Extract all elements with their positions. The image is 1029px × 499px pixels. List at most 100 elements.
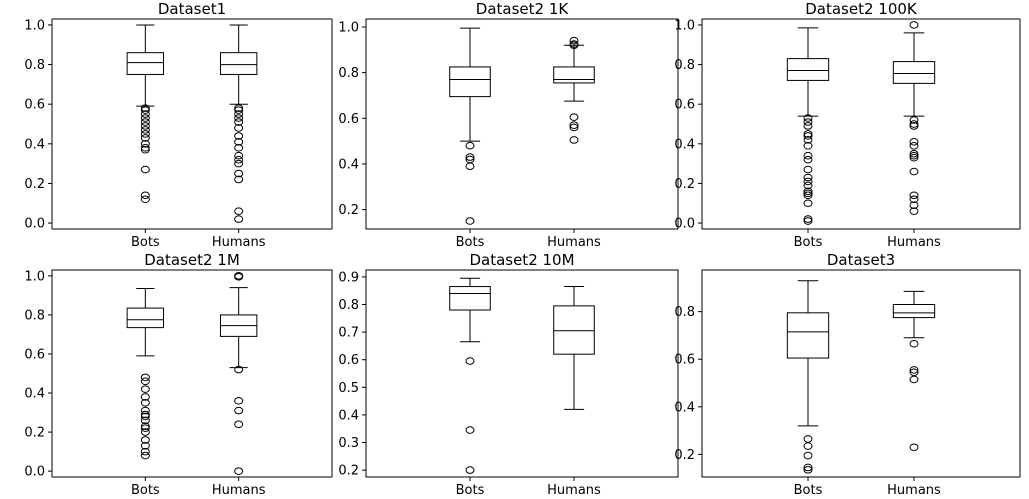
box-iqr bbox=[449, 66, 491, 98]
outlier-point bbox=[803, 114, 813, 122]
outlier-point bbox=[803, 463, 813, 472]
y-tick-label: 0.6 bbox=[338, 112, 359, 127]
box-humans bbox=[219, 24, 258, 223]
outlier-point bbox=[234, 104, 244, 112]
outlier-point bbox=[140, 118, 150, 126]
box-bots bbox=[126, 288, 165, 460]
x-tick-label: Humans bbox=[547, 483, 601, 498]
chart-panel-5: Dataset2 10M 0.2 0.3 0.4 0.5 0.6 0.7 0.8 0.9 Bots… bbox=[338, 251, 679, 498]
outlier-point bbox=[234, 420, 244, 429]
outlier-point bbox=[465, 357, 475, 365]
outlier-point bbox=[234, 118, 244, 126]
x-tick-label: Bots bbox=[456, 483, 485, 498]
chart-title: Dataset3 bbox=[827, 251, 895, 269]
box-humans bbox=[892, 21, 936, 215]
outlier-point bbox=[234, 138, 244, 146]
y-tick-label: 0.4 bbox=[674, 400, 695, 415]
x-tick-label: Bots bbox=[456, 235, 485, 250]
outlier-point bbox=[140, 412, 150, 421]
outlier-point bbox=[909, 141, 919, 150]
outlier-point bbox=[234, 151, 244, 160]
x-tick-label: Humans bbox=[547, 235, 601, 250]
outlier-point bbox=[140, 140, 150, 148]
chart-title: Dataset1 bbox=[158, 0, 226, 18]
chart-panel-4: Dataset2 1M 0.0 0.2 0.4 0.6 0.8 1.0 Bots Humans bbox=[24, 251, 333, 498]
x-tick-label: Bots bbox=[794, 235, 823, 250]
outlier-point bbox=[140, 191, 150, 200]
y-tick-label: 0.6 bbox=[338, 353, 359, 368]
outlier-point bbox=[140, 451, 150, 460]
outlier-point bbox=[234, 132, 244, 140]
y-tick-label: 0.2 bbox=[24, 426, 45, 441]
outlier-point bbox=[234, 215, 244, 223]
box-humans bbox=[892, 290, 936, 452]
y-tick-label: 0.8 bbox=[338, 66, 359, 81]
y-tick-label: 0.2 bbox=[674, 448, 695, 463]
box-iqr bbox=[892, 304, 936, 319]
outlier-point bbox=[140, 110, 150, 118]
outlier-point bbox=[803, 136, 813, 144]
outlier-point bbox=[803, 189, 813, 198]
y-tick-label: 0.6 bbox=[24, 98, 45, 113]
chart-panel-1: Dataset1 0.0 0.2 0.4 0.6 0.8 1.0 Bots Humans bbox=[24, 0, 333, 250]
y-tick-label: 0.2 bbox=[338, 464, 359, 479]
outlier-point bbox=[569, 36, 579, 45]
box-bots bbox=[126, 24, 165, 204]
outlier-point bbox=[234, 106, 244, 114]
box-iqr bbox=[786, 58, 830, 81]
axes-frame bbox=[701, 18, 1021, 230]
outlier-point bbox=[909, 195, 919, 204]
outlier-point bbox=[803, 187, 813, 196]
outlier-point bbox=[140, 134, 150, 142]
outlier-point bbox=[465, 162, 475, 171]
y-tick-label: 1.0 bbox=[338, 20, 359, 35]
outlier-point bbox=[234, 175, 244, 184]
outlier-point bbox=[909, 201, 919, 210]
outlier-point bbox=[465, 426, 475, 434]
box-bots bbox=[786, 27, 830, 225]
outlier-point bbox=[140, 436, 150, 444]
outlier-point bbox=[465, 153, 475, 161]
outlier-point bbox=[909, 368, 919, 377]
box-iqr bbox=[219, 52, 258, 75]
outlier-point bbox=[803, 118, 813, 126]
outlier-point bbox=[909, 21, 919, 29]
y-tick-label: 0.4 bbox=[674, 137, 695, 152]
outlier-point bbox=[909, 366, 919, 374]
outlier-point bbox=[140, 385, 150, 393]
y-tick-label: 0.8 bbox=[338, 298, 359, 313]
x-tick-label: Humans bbox=[887, 483, 941, 498]
outlier-point bbox=[803, 466, 813, 474]
outlier-point bbox=[140, 393, 150, 401]
y-tick-label: 0.2 bbox=[674, 177, 695, 192]
outlier-point bbox=[803, 151, 813, 160]
x-tick-label: Humans bbox=[212, 235, 266, 250]
outlier-point bbox=[140, 114, 150, 122]
outlier-point bbox=[140, 373, 150, 382]
x-tick-label: Bots bbox=[131, 235, 160, 250]
y-tick-label: 1.0 bbox=[24, 18, 45, 33]
outlier-point bbox=[465, 217, 475, 225]
outlier-point bbox=[140, 422, 150, 431]
box-iqr bbox=[449, 286, 491, 311]
outlier-point bbox=[234, 397, 244, 405]
outlier-point bbox=[803, 122, 813, 130]
outlier-point bbox=[569, 136, 579, 144]
x-tick-label: Bots bbox=[794, 483, 823, 498]
y-tick-label: 0.8 bbox=[674, 305, 695, 320]
outlier-point bbox=[569, 123, 579, 132]
outlier-point bbox=[569, 113, 579, 121]
outlier-point bbox=[909, 443, 919, 452]
chart-title: Dataset2 1M bbox=[144, 251, 240, 269]
outlier-point bbox=[140, 143, 150, 152]
box-bots bbox=[449, 27, 491, 225]
y-tick-label: 0.2 bbox=[338, 203, 359, 218]
outlier-point bbox=[234, 365, 244, 374]
outlier-point bbox=[234, 143, 244, 152]
axes-frame bbox=[51, 18, 333, 230]
y-tick-label: 0.4 bbox=[24, 387, 45, 402]
box-iqr bbox=[126, 52, 165, 75]
outlier-point bbox=[909, 122, 919, 130]
y-tick-label: 0.2 bbox=[24, 177, 45, 192]
